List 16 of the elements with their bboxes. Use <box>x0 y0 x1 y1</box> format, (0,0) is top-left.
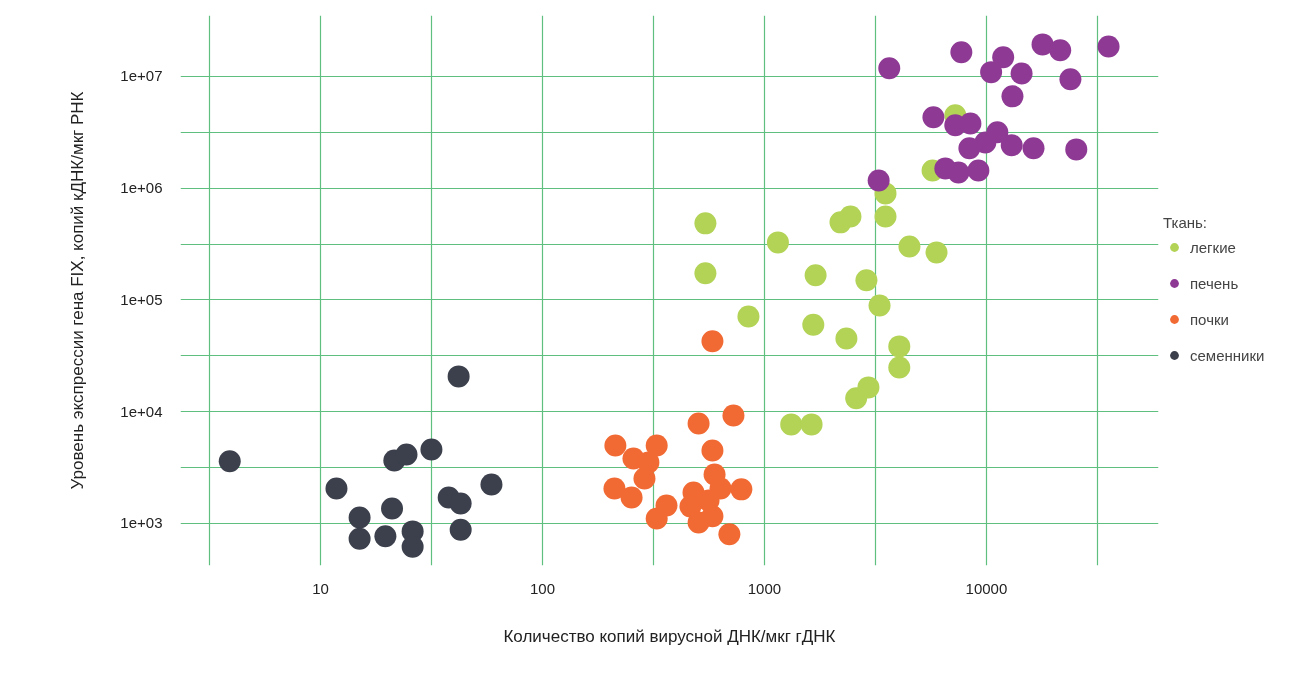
legend-label: легкие <box>1190 238 1236 256</box>
legend-label: семенники <box>1190 346 1265 364</box>
x-tick-label: 100 <box>529 579 555 597</box>
y-tick-label: 1e+06 <box>120 179 163 197</box>
y-tick-label: 1e+05 <box>120 290 163 308</box>
legend-label: печень <box>1190 274 1239 292</box>
y-tick-label: 1e+07 <box>120 67 163 85</box>
y-axis-title: Уровень экспрессии гена FIX, копий кДНК/мкг РНК <box>68 91 88 490</box>
x-axis-title: Количество копий вирусной ДНК/мкг гДНК <box>503 626 836 646</box>
legend-label: почки <box>1190 310 1229 328</box>
legend-title: Ткань: <box>1163 214 1208 231</box>
x-tick-label: 1000 <box>747 579 782 597</box>
y-tick-label: 1e+03 <box>120 514 163 532</box>
y-tick-label: 1e+04 <box>120 402 163 420</box>
x-tick-label: 10 <box>312 579 329 597</box>
x-tick-label: 10000 <box>965 579 1008 597</box>
